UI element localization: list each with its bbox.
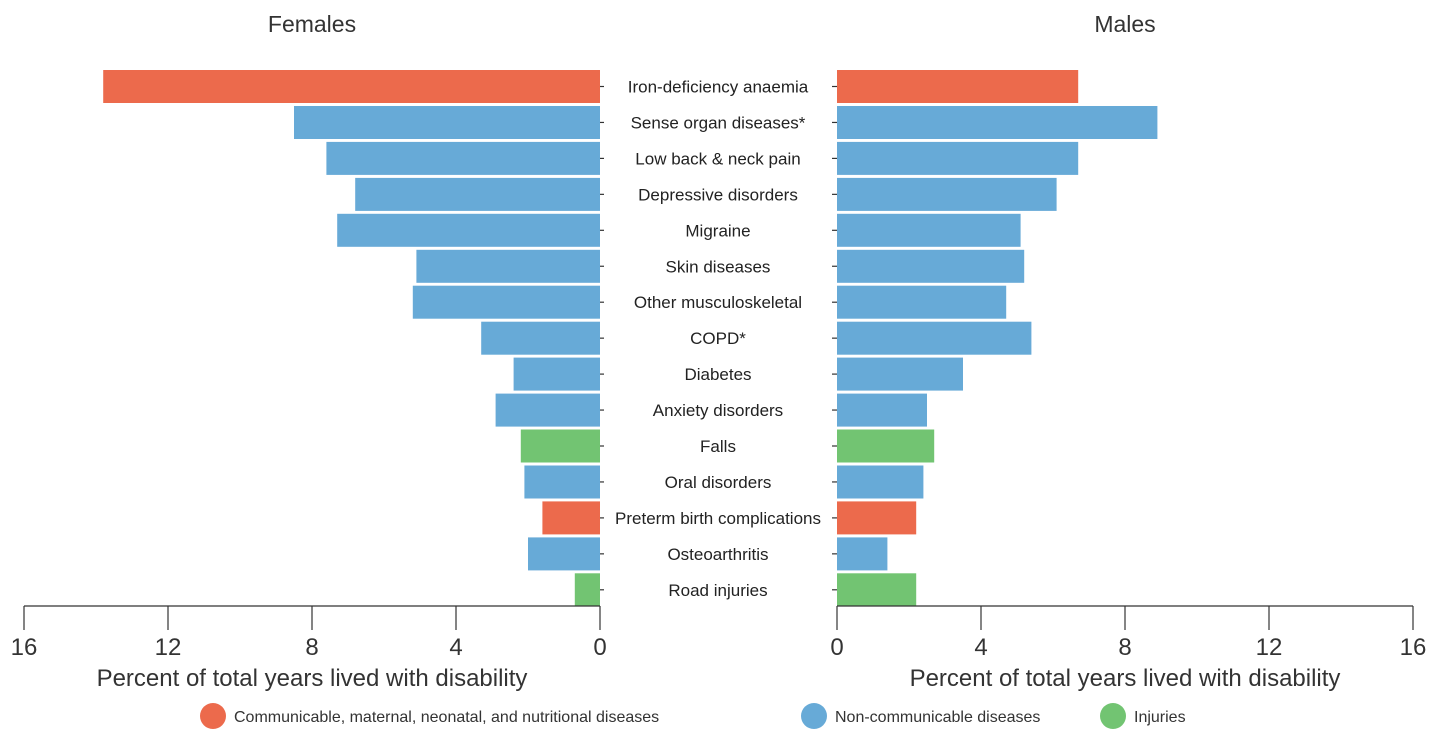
- bar-females-preterm-birth-complications: [542, 501, 600, 535]
- bar-males-diabetes: [837, 357, 963, 391]
- bar-males-iron-deficiency-anaemia: [837, 70, 1079, 103]
- x-axis-label-males: Percent of total years lived with disabi…: [910, 665, 1341, 692]
- category-label-copd: COPD*: [690, 329, 746, 348]
- category-label-diabetes: Diabetes: [684, 365, 751, 384]
- bar-males-anxiety-disorders: [837, 393, 927, 427]
- legend-label-communicable: Communicable, maternal, neonatal, and nu…: [234, 709, 659, 726]
- bar-males-copd: [837, 321, 1032, 355]
- bar-females-diabetes: [513, 357, 600, 391]
- legend: Communicable, maternal, neonatal, and nu…: [200, 703, 1186, 729]
- category-label-anxiety-disorders: Anxiety disorders: [653, 401, 783, 420]
- bar-males-road-injuries: [837, 573, 917, 607]
- legend-swatch-communicable: [200, 703, 226, 729]
- bar-males-depressive-disorders: [837, 177, 1057, 211]
- category-label-preterm-birth-complications: Preterm birth complications: [615, 509, 821, 528]
- category-label-other-musculoskeletal: Other musculoskeletal: [634, 293, 802, 312]
- x-tick-label-males: 16: [1400, 634, 1427, 661]
- bar-females-skin-diseases: [416, 249, 600, 283]
- category-label-skin-diseases: Skin diseases: [666, 257, 771, 276]
- bar-females-road-injuries: [574, 573, 600, 607]
- legend-swatch-ncd: [801, 703, 827, 729]
- bars-layer: [103, 70, 1158, 607]
- bar-males-other-musculoskeletal: [837, 285, 1007, 319]
- x-tick-label-males: 4: [974, 634, 987, 661]
- category-label-road-injuries: Road injuries: [668, 581, 767, 600]
- category-labels: Iron-deficiency anaemia Sense organ disea…: [600, 78, 837, 600]
- category-label-migraine: Migraine: [685, 221, 750, 240]
- x-tick-label-females: 0: [593, 634, 606, 661]
- bar-males-low-back-neck-pain: [837, 141, 1079, 175]
- bar-females-sense-organ-diseases: [294, 106, 600, 139]
- x-tick-label-females: 16: [11, 634, 38, 661]
- bar-males-sense-organ-diseases: [837, 106, 1158, 139]
- bar-males-skin-diseases: [837, 249, 1025, 283]
- legend-label-injuries: Injuries: [1134, 709, 1186, 726]
- bar-females-iron-deficiency-anaemia: [103, 70, 600, 103]
- panel-title-males: Males: [1094, 11, 1155, 37]
- category-label-falls: Falls: [700, 437, 736, 456]
- bar-females-other-musculoskeletal: [412, 285, 600, 319]
- category-label-osteoarthritis: Osteoarthritis: [667, 545, 768, 564]
- bar-females-low-back-neck-pain: [326, 141, 600, 175]
- bar-males-migraine: [837, 213, 1021, 247]
- x-axis-label-females: Percent of total years lived with disabi…: [97, 665, 528, 692]
- x-tick-label-females: 4: [449, 634, 462, 661]
- bar-males-oral-disorders: [837, 465, 924, 499]
- category-label-low-back-neck-pain: Low back & neck pain: [635, 149, 800, 168]
- bar-females-copd: [481, 321, 600, 355]
- bar-females-oral-disorders: [524, 465, 600, 499]
- category-label-oral-disorders: Oral disorders: [665, 473, 772, 492]
- axes-layer: Females Males 16 12 8 4 0 Percent of total year…: [11, 11, 1427, 692]
- legend-swatch-injuries: [1100, 703, 1126, 729]
- x-tick-label-females: 12: [155, 634, 182, 661]
- bar-males-preterm-birth-complications: [837, 501, 917, 535]
- x-tick-label-males: 12: [1256, 634, 1283, 661]
- x-tick-label-females: 8: [305, 634, 318, 661]
- category-label-depressive-disorders: Depressive disorders: [638, 185, 798, 204]
- x-tick-label-males: 0: [830, 634, 843, 661]
- legend-label-ncd: Non-communicable diseases: [835, 709, 1040, 726]
- bar-females-migraine: [337, 213, 600, 247]
- bar-females-osteoarthritis: [528, 537, 600, 571]
- category-label-sense-organ-diseases: Sense organ diseases*: [631, 113, 806, 132]
- bar-females-depressive-disorders: [355, 177, 600, 211]
- category-label-iron-deficiency-anaemia: Iron-deficiency anaemia: [628, 78, 809, 97]
- bar-males-falls: [837, 429, 935, 463]
- bar-females-falls: [520, 429, 600, 463]
- panel-title-females: Females: [268, 11, 356, 37]
- x-tick-label-males: 8: [1118, 634, 1131, 661]
- bar-females-anxiety-disorders: [495, 393, 600, 427]
- bar-males-osteoarthritis: [837, 537, 888, 571]
